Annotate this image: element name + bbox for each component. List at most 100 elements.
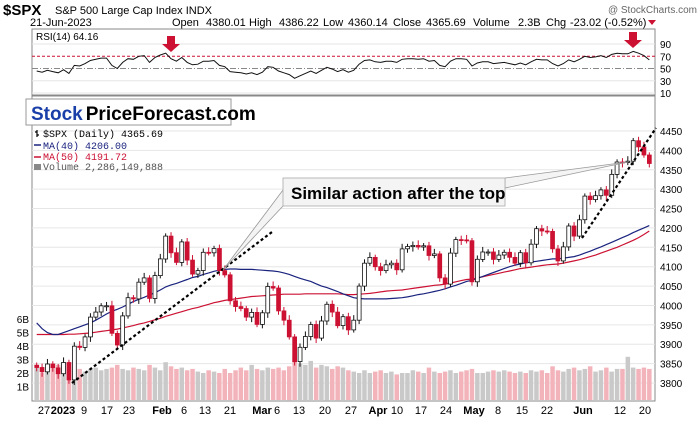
x-tick-label: 17	[415, 405, 427, 417]
x-tick-label: 2023	[51, 405, 75, 417]
high-label: High	[249, 17, 272, 29]
candle-body	[469, 240, 475, 283]
candle-body	[335, 311, 341, 327]
volume-bar	[45, 371, 50, 400]
volume-bar	[356, 373, 362, 400]
candle-body	[405, 246, 410, 250]
volume-bar	[206, 370, 211, 400]
legend: $SPX (Daily) 4365.69 MA(40) 4206.00 MA(5…	[34, 129, 163, 174]
chg-value: -23.02 (-0.52%)	[570, 17, 646, 29]
volume-bar	[39, 373, 45, 400]
volume-bar	[555, 370, 561, 400]
chg-down-icon	[648, 20, 656, 25]
candle-body	[217, 248, 222, 272]
volume-bar	[109, 367, 115, 400]
volume-bar	[254, 368, 260, 400]
candle-body	[464, 239, 470, 242]
candle-body	[442, 277, 448, 285]
logo-part-domain: PriceForecast.com	[86, 104, 256, 125]
volume-bar	[641, 367, 647, 400]
volume-bar	[249, 364, 254, 400]
rsi-tick-label: 50	[660, 65, 672, 76]
volume-bar	[281, 370, 287, 400]
candle-body	[120, 315, 125, 346]
price-tick-label: 4050	[660, 282, 683, 293]
candle-body	[453, 239, 459, 254]
volume-bar	[190, 368, 195, 400]
volume-bar	[620, 368, 625, 400]
volume-bar	[34, 364, 39, 400]
volume-bar	[426, 367, 432, 400]
volume-tick-label: 3B	[17, 356, 30, 367]
candle-body	[249, 311, 254, 318]
candle-body	[362, 262, 367, 287]
x-tick-label: Mar	[252, 405, 272, 417]
candle-body	[292, 336, 298, 363]
candle-body	[550, 230, 555, 250]
chg-label: Chg	[546, 17, 566, 29]
candle-body	[340, 316, 346, 327]
candle-body	[313, 324, 319, 339]
x-tick-label: 17	[101, 405, 113, 417]
candle-body	[544, 230, 550, 233]
volume-bar	[104, 368, 109, 400]
volume-bar	[303, 364, 308, 400]
volume-bar	[609, 371, 614, 400]
candle-body	[61, 362, 66, 375]
volume-bar	[211, 371, 217, 400]
candles	[34, 136, 652, 385]
candle-body	[378, 266, 384, 272]
volume-bar	[523, 373, 528, 400]
volume-bar	[244, 370, 249, 400]
candle-body	[233, 300, 238, 307]
price-tick-label: 3950	[660, 321, 683, 332]
candle-body	[109, 305, 115, 334]
price-tick-label: 4100	[660, 263, 683, 274]
volume-bar	[582, 368, 588, 400]
volume-bar	[373, 371, 378, 400]
candle-body	[630, 140, 636, 162]
candle-body	[238, 306, 244, 309]
candle-body	[367, 256, 373, 264]
volume-label: Volume	[473, 17, 510, 29]
volume-bar	[179, 367, 184, 400]
volume-bar	[227, 373, 233, 400]
volume-bar	[512, 373, 518, 400]
candle-body	[147, 277, 152, 299]
price-tick-label: 4150	[660, 243, 683, 254]
volume-bar	[330, 368, 335, 400]
x-tick-label: 20	[639, 405, 651, 417]
candle-body	[491, 251, 496, 260]
rsi-tick-label: 70	[660, 52, 672, 63]
volume-bar	[351, 371, 356, 400]
volume-bar	[174, 368, 179, 400]
rsi-tick-label: 30	[660, 77, 672, 88]
volume-bar	[88, 368, 93, 400]
rsi-panel	[31, 28, 656, 96]
candle-body	[93, 311, 99, 318]
candle-body	[582, 195, 588, 221]
volume-bar	[346, 370, 351, 400]
low-label: Low	[323, 17, 343, 29]
open-label: Open	[172, 17, 199, 29]
volume-tick-label: 4B	[17, 342, 30, 353]
volume-bar	[614, 368, 620, 400]
candle-body	[577, 219, 582, 237]
candle-body	[254, 311, 260, 325]
rsi-tick-label: 90	[660, 40, 672, 51]
x-tick-label: Feb	[152, 405, 172, 417]
volume-bar	[598, 370, 604, 400]
volume-axis: 6B 5B 4B 3B 2B 1B	[17, 315, 30, 394]
candle-body	[66, 362, 72, 381]
candle-body	[200, 251, 206, 271]
volume-bar	[518, 371, 523, 400]
candle-body	[82, 336, 88, 348]
volume-bar	[163, 362, 168, 400]
chart-symbol: $SPX	[3, 2, 41, 19]
price-tick-label: 4400	[660, 146, 683, 157]
candle-body	[324, 303, 330, 322]
volume-bar	[141, 370, 147, 400]
volume-bar	[453, 373, 459, 400]
candle-body	[448, 252, 453, 285]
candle-body	[523, 252, 529, 264]
